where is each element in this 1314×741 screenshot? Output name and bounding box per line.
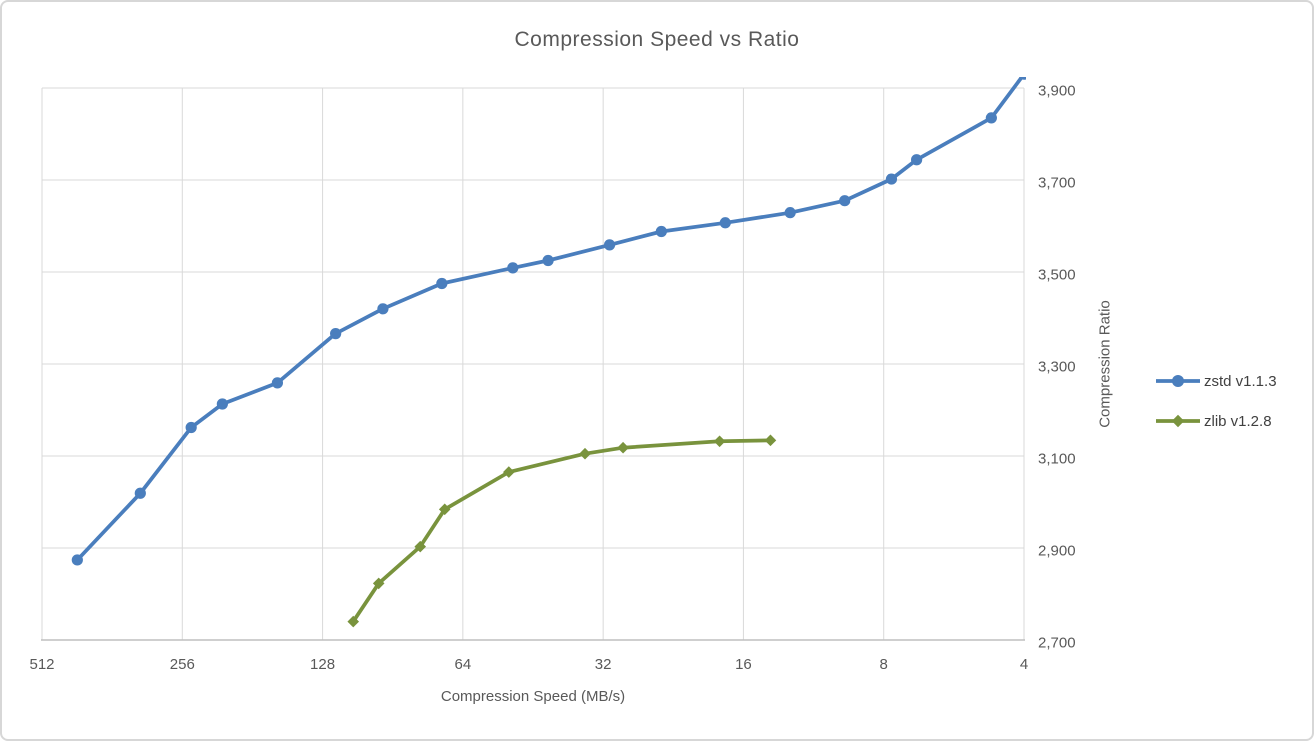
- data-point-marker: [784, 207, 796, 219]
- data-point-marker: [216, 398, 228, 410]
- data-point-marker: [438, 503, 451, 516]
- data-point-marker: [436, 277, 448, 290]
- y-tick-label: 2,700: [1038, 634, 1076, 652]
- x-tick-label: 128: [310, 656, 336, 673]
- data-point-marker: [579, 447, 591, 460]
- data-point-marker: [71, 554, 83, 566]
- legend: zstd v1.1.3 zlib v1.2.8: [1156, 361, 1277, 441]
- x-tick-label: 16: [735, 656, 752, 673]
- legend-marker-icon: [1156, 375, 1200, 387]
- data-point-marker: [1019, 77, 1026, 80]
- x-tick-label: 32: [594, 656, 612, 673]
- legend-item: zstd v1.1.3: [1156, 361, 1277, 401]
- y-axis-title: Compression Ratio: [1096, 300, 1114, 428]
- y-tick-label: 3,300: [1038, 358, 1076, 376]
- data-point-marker: [617, 441, 629, 454]
- data-point-marker: [503, 466, 515, 478]
- legend-marker-icon: [1156, 414, 1200, 428]
- x-tick-label: 512: [29, 656, 55, 673]
- legend-label: zstd v1.1.3: [1204, 372, 1277, 390]
- data-point-marker: [377, 303, 389, 315]
- series-line: [75, 77, 1025, 562]
- data-point-marker: [185, 421, 197, 434]
- data-point-marker: [330, 328, 342, 340]
- series-zlib: [347, 434, 777, 628]
- x-tick-label: 8: [879, 656, 888, 673]
- data-point-marker: [985, 112, 997, 124]
- x-tick-label: 64: [454, 656, 472, 673]
- y-tick-label: 3,900: [1038, 82, 1076, 100]
- legend-label: zlib v1.2.8: [1204, 412, 1272, 430]
- y-tick-label: 3,500: [1038, 266, 1076, 284]
- data-point-marker: [347, 615, 360, 628]
- data-point-marker: [603, 239, 616, 251]
- chart-title: Compression Speed vs Ratio: [514, 28, 800, 51]
- data-point-marker: [839, 195, 851, 207]
- data-point-marker: [911, 154, 923, 166]
- data-point-marker: [655, 225, 667, 238]
- data-point-marker: [542, 254, 554, 267]
- data-point-marker: [372, 577, 385, 590]
- data-point-marker: [764, 434, 777, 447]
- data-point-marker: [271, 377, 284, 389]
- data-point-marker: [885, 173, 898, 185]
- x-axis-title: Compression Speed (MB/s): [440, 688, 626, 705]
- data-point-marker: [719, 217, 731, 229]
- data-point-marker: [134, 487, 146, 499]
- x-tick-label: 4: [1019, 656, 1029, 673]
- series-line: [351, 438, 773, 624]
- data-point-marker: [507, 262, 519, 274]
- y-tick-label: 3,700: [1038, 174, 1076, 192]
- data-point-marker: [713, 435, 726, 448]
- x-tick-label: 256: [169, 656, 195, 673]
- y-tick-label: 2,900: [1038, 542, 1076, 560]
- legend-item: zlib v1.2.8: [1156, 401, 1277, 441]
- y-tick-label: 3,100: [1038, 450, 1076, 468]
- series-zstd: [71, 77, 1026, 566]
- data-point-marker: [414, 540, 427, 553]
